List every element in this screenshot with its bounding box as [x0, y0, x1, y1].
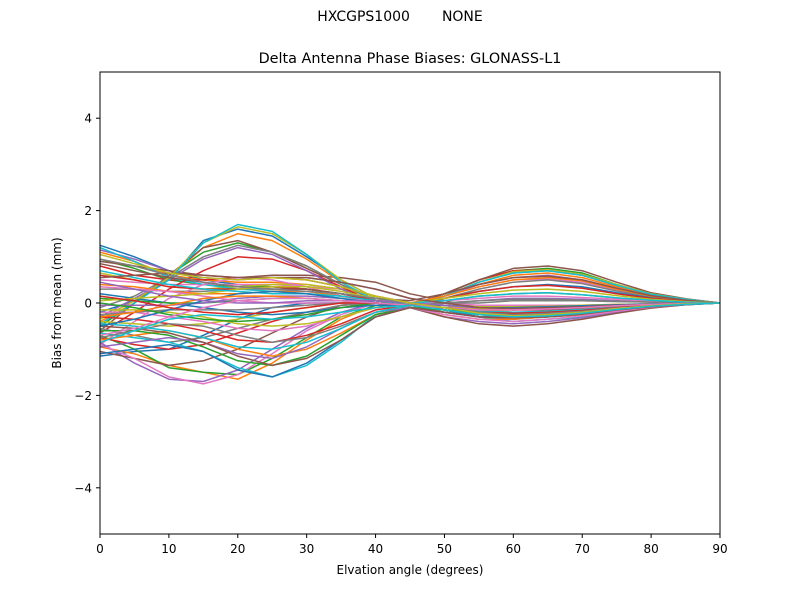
y-tick-label: 0	[84, 297, 92, 311]
x-tick-label: 60	[506, 542, 521, 556]
y-tick-label: −2	[74, 389, 92, 403]
x-tick-label: 10	[161, 542, 176, 556]
x-tick-label: 20	[230, 542, 245, 556]
y-tick-label: −4	[74, 481, 92, 495]
x-tick-label: 40	[368, 542, 383, 556]
x-tick-label: 30	[299, 542, 314, 556]
y-tick-label: 4	[84, 112, 92, 126]
figure-suptitle: HXCGPS1000 NONE	[0, 9, 800, 25]
series-layer	[99, 223, 721, 385]
series-line-26	[99, 302, 721, 367]
x-tick-label: 70	[575, 542, 590, 556]
y-axis-label: Bias from mean (mm)	[50, 237, 64, 368]
chart-title: Delta Antenna Phase Biases: GLONASS-L1	[259, 51, 562, 67]
series-line-59	[99, 253, 721, 317]
axes-layer: 0 10 20 30 40 50 60 70 80 90 −4 −2 0 2 4	[74, 112, 727, 556]
y-tick-label: 2	[84, 204, 92, 218]
x-tick-label: 90	[712, 542, 727, 556]
x-axis-label: Elvation angle (degrees)	[337, 563, 484, 577]
series-line-60	[99, 302, 721, 344]
radome-name: NONE	[441, 9, 483, 25]
x-tick-label: 80	[643, 542, 658, 556]
x-tick-label: 50	[437, 542, 452, 556]
plot-frame	[99, 71, 721, 535]
x-tick-label: 0	[96, 542, 104, 556]
antenna-name: HXCGPS1000	[317, 9, 410, 25]
